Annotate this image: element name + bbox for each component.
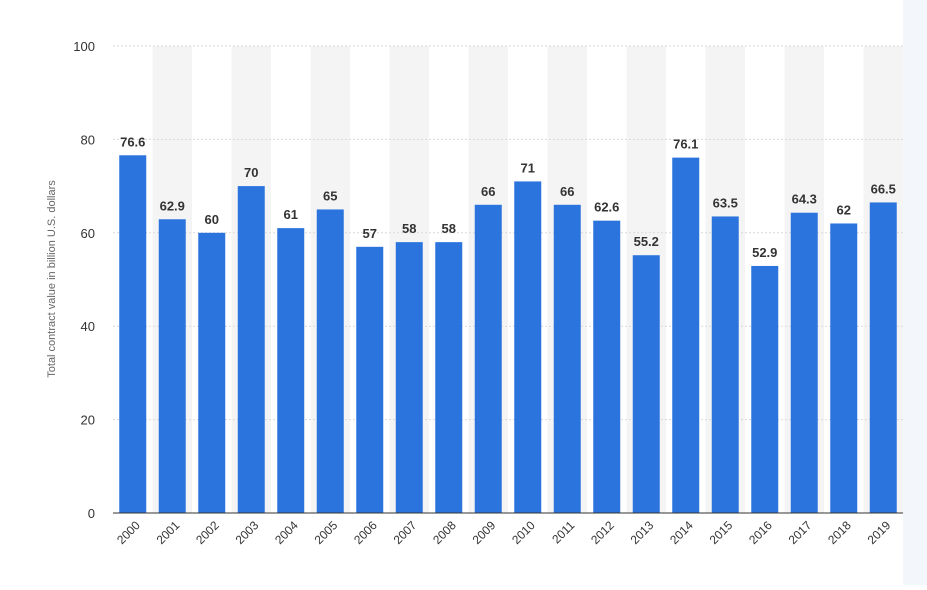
y-tick-label: 80 <box>81 132 95 147</box>
x-tick-label: 2001 <box>154 518 183 547</box>
x-tick-label: 2007 <box>391 518 420 547</box>
data-label: 58 <box>402 221 416 236</box>
data-label: 62 <box>837 202 851 217</box>
bar[interactable] <box>632 255 660 513</box>
bar[interactable] <box>237 186 265 513</box>
x-axis-ticks: 2000 2001 2002 2003 2004 2005 2006 2007 2008 2009… <box>114 518 894 547</box>
y-axis-ticks: 0 20 40 60 80 100 <box>73 39 95 521</box>
x-tick-label: 2017 <box>786 518 815 547</box>
data-label: 76.6 <box>120 134 145 149</box>
data-label: 64.3 <box>792 192 817 207</box>
x-tick-label: 2004 <box>272 518 301 547</box>
data-label: 76.1 <box>673 137 698 152</box>
bar[interactable] <box>830 223 858 513</box>
x-tick-label: 2018 <box>825 518 854 547</box>
bar[interactable] <box>395 242 423 513</box>
y-tick-label: 0 <box>88 506 95 521</box>
data-label: 63.5 <box>713 195 738 210</box>
bar[interactable] <box>790 212 818 513</box>
data-label: 61 <box>284 207 298 222</box>
bar[interactable] <box>435 242 463 513</box>
data-label: 66 <box>560 184 574 199</box>
bar[interactable] <box>158 219 186 513</box>
x-tick-label: 2019 <box>865 518 894 547</box>
bar[interactable] <box>119 155 147 513</box>
y-tick-label: 40 <box>81 319 95 334</box>
y-tick-label: 20 <box>81 413 95 428</box>
x-tick-label: 2006 <box>351 518 380 547</box>
x-tick-label: 2009 <box>470 518 499 547</box>
x-tick-label: 2016 <box>746 518 775 547</box>
data-label: 62.9 <box>160 198 185 213</box>
data-label: 57 <box>363 226 377 241</box>
y-tick-label: 60 <box>81 226 95 241</box>
bar[interactable] <box>711 216 739 513</box>
x-tick-label: 2013 <box>628 518 657 547</box>
bar[interactable] <box>198 232 226 514</box>
x-tick-label: 2008 <box>430 518 459 547</box>
x-tick-label: 2011 <box>549 518 577 546</box>
x-tick-label: 2002 <box>193 518 222 547</box>
bar[interactable] <box>751 265 779 513</box>
data-label: 71 <box>521 160 535 175</box>
bar[interactable] <box>277 228 305 513</box>
data-label: 58 <box>442 221 456 236</box>
x-tick-label: 2012 <box>588 518 617 547</box>
x-tick-label: 2015 <box>707 518 736 547</box>
bar[interactable] <box>593 220 621 513</box>
x-tick-label: 2003 <box>233 518 262 547</box>
x-tick-label: 2005 <box>312 518 341 547</box>
data-label: 70 <box>244 165 258 180</box>
bar[interactable] <box>474 204 502 513</box>
data-label: 65 <box>323 188 337 203</box>
data-label: 62.6 <box>594 200 619 215</box>
bar[interactable] <box>316 209 344 513</box>
bar[interactable] <box>356 246 384 513</box>
data-label: 66.5 <box>871 181 896 196</box>
bar[interactable] <box>672 157 700 513</box>
bar[interactable] <box>553 204 581 513</box>
bars <box>119 155 897 514</box>
x-tick-label: 2000 <box>114 518 143 547</box>
x-tick-label: 2014 <box>667 518 696 547</box>
bar[interactable] <box>869 202 897 513</box>
x-tick-label: 2010 <box>509 518 538 547</box>
data-labels: 76.6 62.9 60 70 61 65 57 58 58 66 71 66 62.6 55.2 76.1… <box>120 134 896 260</box>
data-label: 60 <box>205 212 219 227</box>
data-label: 66 <box>481 184 495 199</box>
side-panel-strip <box>903 0 927 585</box>
bar[interactable] <box>514 181 542 513</box>
data-label: 52.9 <box>752 245 777 260</box>
data-label: 55.2 <box>634 234 659 249</box>
y-axis-label: Total contract value in billion U.S. dol… <box>46 180 58 378</box>
y-tick-label: 100 <box>73 39 95 54</box>
